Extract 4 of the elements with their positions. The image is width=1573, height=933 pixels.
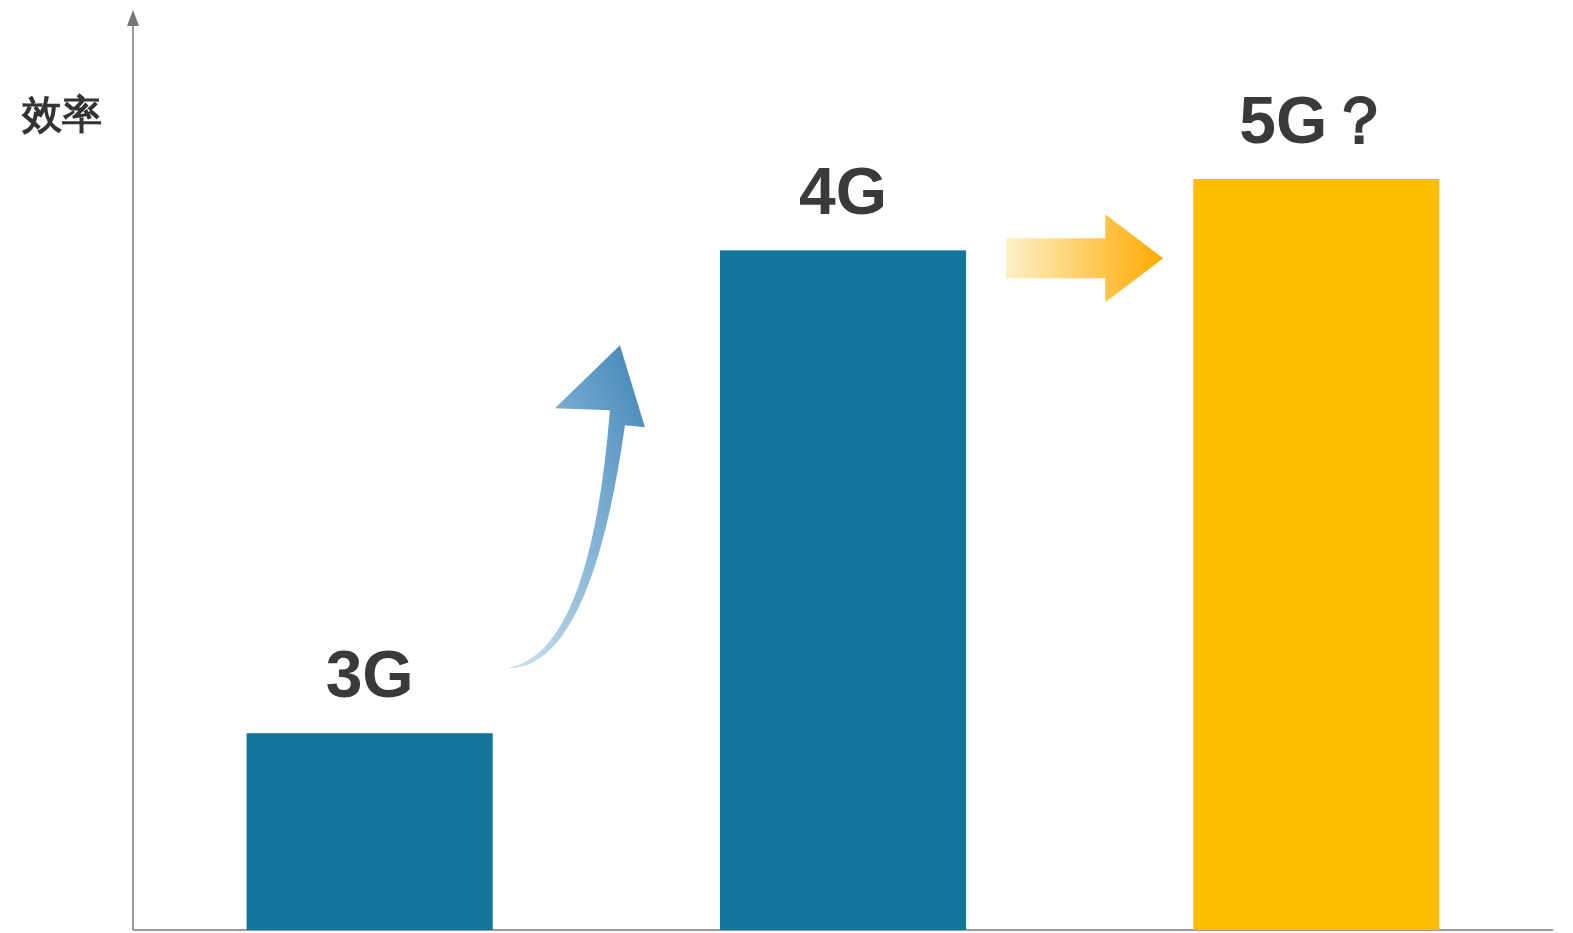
x-tick-label: 3G <box>325 637 414 712</box>
y-axis-title: 效率 <box>21 91 102 137</box>
x-tick-label: 4G <box>798 154 888 229</box>
x-tick-label: 5G？ <box>1239 83 1394 157</box>
